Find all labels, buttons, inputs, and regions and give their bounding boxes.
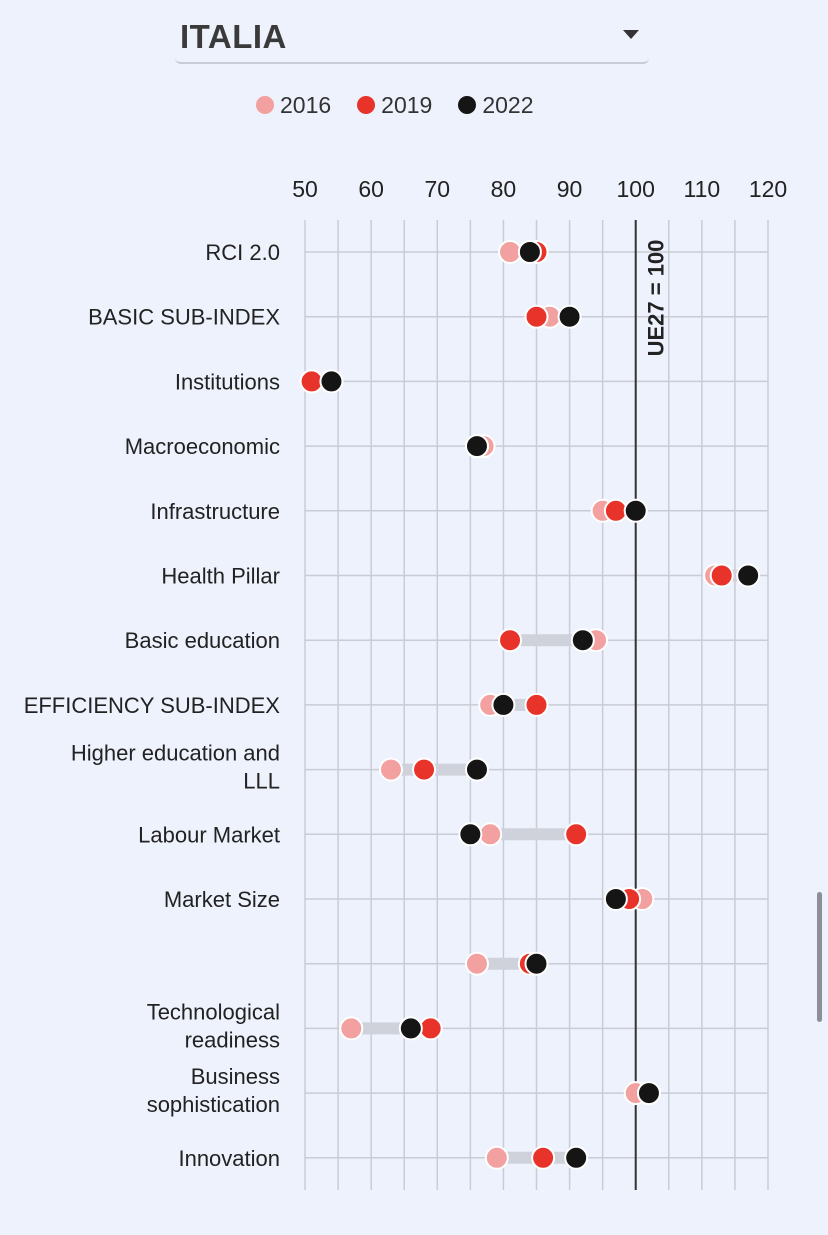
category-label: Macroeconomic	[125, 434, 280, 459]
x-tick-label: 110	[684, 176, 721, 202]
data-point-2022	[464, 757, 489, 782]
country-dropdown[interactable]: ITALIA	[175, 8, 649, 64]
x-tick-label: 50	[292, 176, 318, 202]
data-point-2022	[570, 628, 595, 653]
data-point-2022	[319, 369, 344, 394]
data-point-2022	[464, 434, 489, 459]
data-point-2019	[524, 692, 549, 717]
data-point-2016	[478, 822, 503, 847]
data-point-2022	[491, 692, 516, 717]
chart-legend: 2016 2019 2022	[256, 90, 560, 120]
data-point-2022	[564, 1145, 589, 1170]
legend-label-2019: 2019	[381, 91, 433, 118]
category-label: Health Pillar	[161, 564, 280, 589]
category-label: RCI 2.0	[205, 240, 280, 265]
data-point-2022	[557, 304, 582, 329]
data-point-2019	[524, 304, 549, 329]
chevron-down-icon[interactable]	[623, 30, 639, 39]
legend-item-2016[interactable]: 2016	[256, 92, 331, 119]
data-point-2022	[524, 951, 549, 976]
data-point-2022	[623, 498, 648, 523]
category-label-line: Higher education and	[71, 741, 280, 766]
data-point-2019	[498, 628, 523, 653]
category-label: Institutions	[175, 369, 280, 394]
legend-swatch-2022	[458, 96, 477, 114]
data-point-2019	[603, 498, 628, 523]
data-point-2019	[531, 1145, 556, 1170]
category-label: Basic education	[125, 628, 280, 653]
category-label-line: sophistication	[147, 1092, 280, 1117]
x-tick-label: 60	[358, 176, 384, 202]
data-point-2022	[458, 822, 483, 847]
legend-label-2022: 2022	[482, 91, 534, 118]
category-label-line: Technological	[147, 999, 280, 1024]
data-point-2016	[464, 951, 489, 976]
x-tick-label: 120	[749, 176, 787, 202]
data-point-2019	[418, 1016, 443, 1041]
data-point-2019	[564, 822, 589, 847]
data-point-2022	[517, 240, 542, 264]
category-label: Labour Market	[138, 822, 280, 847]
category-label: EFFICIENCY SUB-INDEX	[24, 693, 281, 718]
x-tick-label: 100	[617, 176, 655, 202]
data-point-2022	[736, 563, 761, 588]
category-label: Infrastructure	[150, 499, 280, 524]
legend-swatch-2019	[357, 96, 376, 114]
dumbbell-chart: 50 60 70 80 90 100 110 120 UE27 = 100 RCI 2.0 BASI…	[24, 176, 787, 1190]
reference-line-label: UE27 = 100	[644, 240, 669, 357]
category-label: BASIC SUB-INDEX	[88, 305, 280, 330]
data-point-2016	[484, 1145, 509, 1170]
category-label: Market Size	[164, 887, 280, 912]
category-label-line: Business	[191, 1064, 280, 1089]
x-tick-label: 80	[491, 176, 517, 202]
category-label-line: readiness	[185, 1027, 280, 1052]
data-point-2019	[412, 757, 437, 782]
data-point-2022	[636, 1081, 661, 1106]
dropdown-selected-value: ITALIA	[180, 18, 287, 55]
data-point-2016	[339, 1016, 364, 1041]
data-point-2019	[709, 563, 734, 588]
category-label: Innovation	[178, 1146, 280, 1171]
x-tick-label: 90	[557, 176, 583, 202]
data-point-2022	[398, 1016, 423, 1041]
data-point-2019	[299, 369, 324, 394]
legend-swatch-2016	[256, 96, 274, 114]
data-point-2022	[603, 887, 628, 911]
data-point-2016	[378, 757, 403, 782]
legend-item-2022[interactable]: 2022	[458, 91, 534, 119]
vertical-scrollbar[interactable]	[817, 892, 822, 1022]
data-point-2016	[498, 240, 523, 264]
category-label-line: LLL	[243, 769, 280, 794]
legend-item-2019[interactable]: 2019	[357, 92, 432, 119]
x-tick-label: 70	[424, 176, 450, 202]
legend-label-2016: 2016	[280, 91, 332, 118]
